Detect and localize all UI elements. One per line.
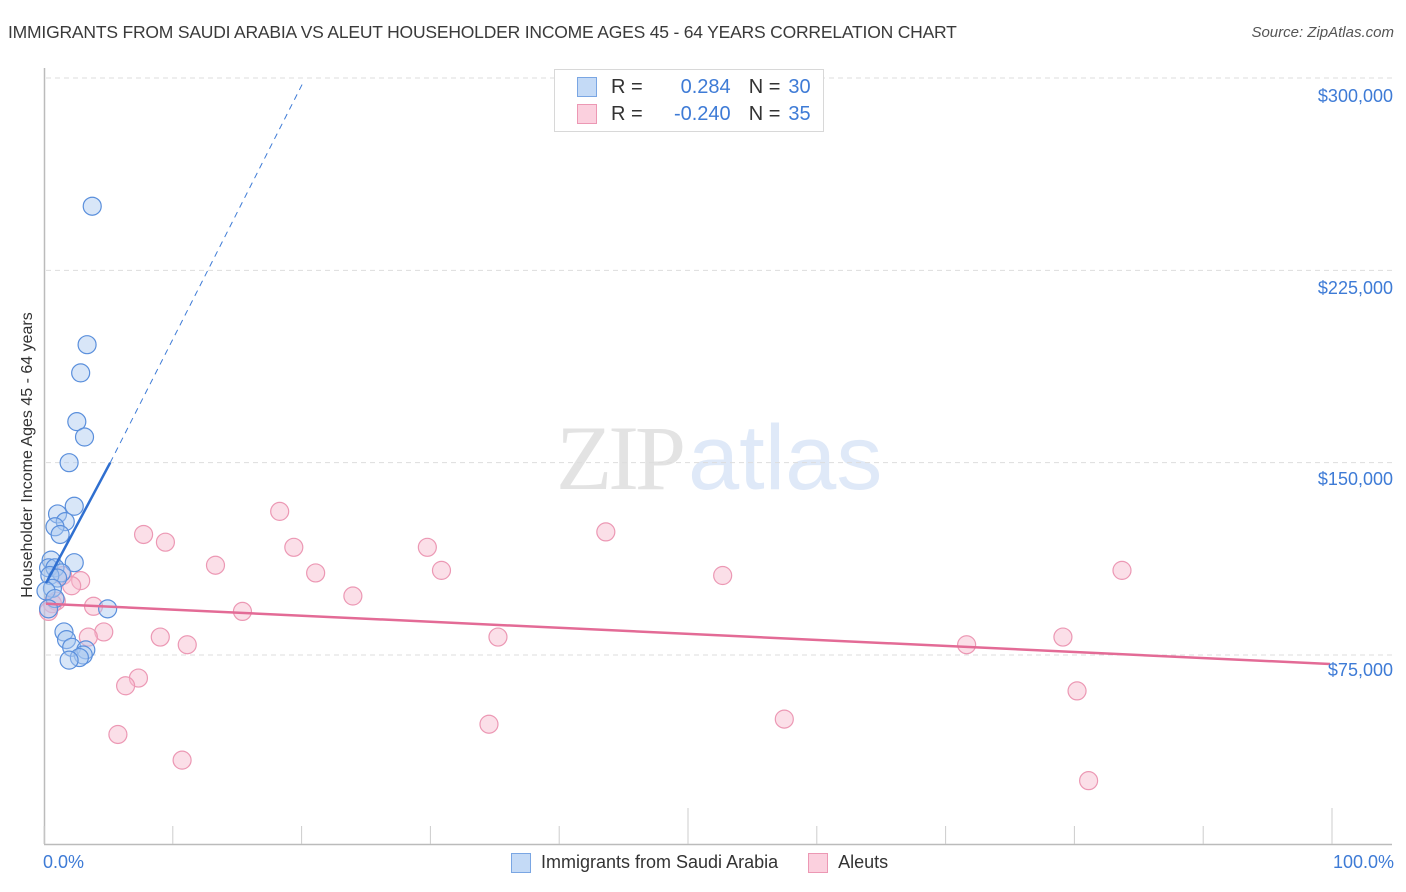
aleuts-point	[417, 537, 437, 557]
aleuts-point	[270, 501, 290, 521]
saudi-arabia-point	[55, 512, 75, 532]
saudi-arabia-point	[67, 412, 87, 432]
watermark: ZIPatlas	[556, 405, 882, 511]
aleuts-point	[172, 750, 192, 770]
series-legend: Immigrants from Saudi Arabia Aleuts	[511, 852, 888, 873]
legend-row-aleuts: R = -0.240 N = 35	[577, 101, 811, 127]
aleuts-point	[1053, 627, 1073, 647]
aleuts-point	[205, 555, 226, 575]
x-tick-min: 0.0%	[43, 852, 85, 872]
r-value: 0.284	[680, 75, 731, 98]
aleuts-trend-line	[45, 602, 1331, 666]
saudi-arabia-point	[82, 196, 102, 216]
saudi-arabia-point	[50, 524, 70, 545]
y-tick-75000: $75,000	[1327, 660, 1393, 680]
aleuts-point	[108, 724, 128, 745]
aleuts-point	[1067, 681, 1087, 701]
aleuts-point	[177, 635, 197, 655]
axes	[43, 68, 1392, 846]
aleuts-point	[596, 522, 616, 542]
pink-swatch-icon	[577, 104, 597, 124]
aleuts-point	[133, 524, 154, 545]
saudi-arabia-point	[98, 599, 118, 619]
correlation-legend: R = 0.284 N = 30 R = -0.240 N = 35	[554, 69, 824, 132]
aleuts-point	[488, 627, 508, 647]
blue-swatch-icon	[577, 77, 597, 97]
saudi-arabia-point	[74, 427, 95, 447]
aleuts-point	[71, 571, 91, 591]
trend-lines	[44, 82, 1331, 666]
aleuts-point	[1079, 771, 1099, 791]
saudi-arabia-trend-line	[44, 462, 112, 584]
aleuts-point	[1112, 560, 1132, 580]
aleuts-point	[343, 586, 363, 606]
y-axis-label: Householder Income Ages 45 - 64 years	[19, 312, 36, 598]
watermark-zip: ZIP	[556, 407, 686, 509]
n-value: 30	[788, 75, 811, 98]
aleuts-point	[155, 532, 176, 552]
source-label: Source: ZipAtlas.com	[1251, 24, 1394, 41]
aleuts-point	[150, 627, 170, 647]
aleuts-point	[957, 635, 977, 655]
aleuts-point	[284, 537, 304, 557]
legend-label-aleuts: Aleuts	[838, 852, 889, 872]
aleuts-point	[774, 709, 794, 729]
saudi-arabia-point	[59, 650, 79, 670]
n-label: N =	[748, 102, 781, 125]
saudi-arabia-points	[36, 196, 118, 670]
legend-row-saudi-arabia: R = 0.284 N = 30	[577, 74, 811, 100]
saudi-arabia-trend-extension	[109, 82, 304, 463]
n-value: 35	[788, 102, 811, 125]
blue-swatch-icon	[511, 852, 531, 873]
aleuts-point	[306, 563, 326, 583]
legend-label-saudi-arabia: Immigrants from Saudi Arabia	[541, 852, 779, 872]
pink-swatch-icon	[808, 852, 829, 873]
watermark-atlas: atlas	[688, 407, 883, 509]
saudi-arabia-point	[54, 622, 74, 642]
y-tick-150000: $150,000	[1317, 469, 1393, 489]
aleuts-point	[713, 565, 733, 586]
aleuts-point	[479, 714, 499, 734]
n-label: N =	[748, 75, 781, 98]
saudi-arabia-point	[59, 453, 79, 473]
saudi-arabia-point	[77, 335, 97, 355]
saudi-arabia-point	[76, 640, 96, 660]
x-tick-max: 100.0%	[1332, 852, 1394, 872]
aleuts-point	[116, 676, 136, 696]
aleuts-points	[38, 501, 1132, 791]
aleuts-point	[431, 560, 452, 580]
saudi-arabia-point	[71, 363, 91, 383]
saudi-arabia-point	[64, 553, 84, 573]
y-tick-300000: $300,000	[1317, 86, 1393, 106]
saudi-arabia-point	[38, 599, 59, 619]
chart-title: IMMIGRANTS FROM SAUDI ARABIA VS ALEUT HO…	[8, 22, 957, 42]
saudi-arabia-point	[64, 496, 84, 516]
r-value: -0.240	[673, 102, 731, 125]
aleuts-point	[94, 622, 114, 642]
r-label: R =	[611, 102, 643, 125]
y-tick-225000: $225,000	[1317, 278, 1393, 298]
r-label: R =	[611, 75, 643, 98]
